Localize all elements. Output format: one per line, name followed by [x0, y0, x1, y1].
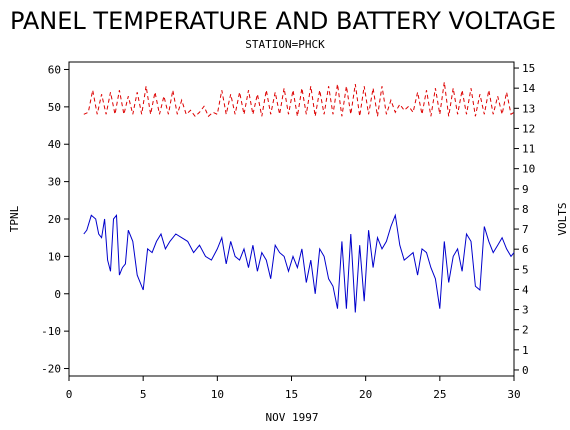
- left-y-tick-label: 50: [48, 101, 61, 114]
- left-y-tick-label: 20: [48, 213, 61, 226]
- x-tick-label: 25: [433, 388, 446, 401]
- x-tick-label: 0: [66, 388, 73, 401]
- panel-temperature-line: [83, 213, 515, 313]
- left-y-tick-label: 0: [54, 288, 61, 301]
- right-y-tick-label: 9: [522, 183, 529, 196]
- right-y-tick-label: 10: [522, 163, 535, 176]
- left-y-axis: -20 -10 0 10 20 30 40 50 60: [41, 63, 69, 376]
- left-y-tick-label: -10: [41, 325, 61, 338]
- x-tick-label: 20: [359, 388, 372, 401]
- left-y-tick-label: 10: [48, 250, 61, 263]
- chart-subtitle: STATION=PHCK: [245, 38, 325, 51]
- right-y-tick-label: 4: [522, 283, 529, 296]
- x-axis-label: NOV 1997: [266, 411, 319, 424]
- right-y-axis-label: VOLTS: [556, 202, 569, 235]
- x-axis: 0 5 10 15 20 25 30: [66, 376, 521, 401]
- left-y-tick-label: 40: [48, 138, 61, 151]
- left-y-axis-label: TPNL: [8, 205, 21, 232]
- right-y-tick-label: 2: [522, 324, 529, 337]
- x-tick-label: 10: [211, 388, 224, 401]
- right-y-tick-label: 0: [522, 364, 529, 377]
- x-tick-label: 30: [507, 388, 520, 401]
- right-y-tick-label: 15: [522, 62, 535, 75]
- right-y-tick-label: 12: [522, 122, 535, 135]
- chart-title: PANEL TEMPERATURE AND BATTERY VOLTAGE: [10, 7, 556, 35]
- battery-voltage-line: [83, 82, 515, 118]
- left-y-tick-label: -20: [41, 363, 61, 376]
- right-y-tick-label: 6: [522, 243, 529, 256]
- plot-frame: [68, 61, 515, 377]
- x-tick-label: 5: [140, 388, 147, 401]
- left-y-tick-label: 30: [48, 176, 61, 189]
- right-y-tick-label: 13: [522, 102, 535, 115]
- right-y-tick-label: 1: [522, 344, 529, 357]
- x-tick-label: 15: [285, 388, 298, 401]
- right-y-tick-label: 3: [522, 304, 529, 317]
- left-y-tick-label: 60: [48, 63, 61, 76]
- right-y-tick-label: 14: [522, 82, 536, 95]
- right-y-tick-label: 11: [522, 143, 535, 156]
- right-y-tick-label: 5: [522, 263, 529, 276]
- right-y-tick-label: 8: [522, 203, 529, 216]
- series-layer: [83, 82, 515, 313]
- right-y-tick-label: 7: [522, 223, 529, 236]
